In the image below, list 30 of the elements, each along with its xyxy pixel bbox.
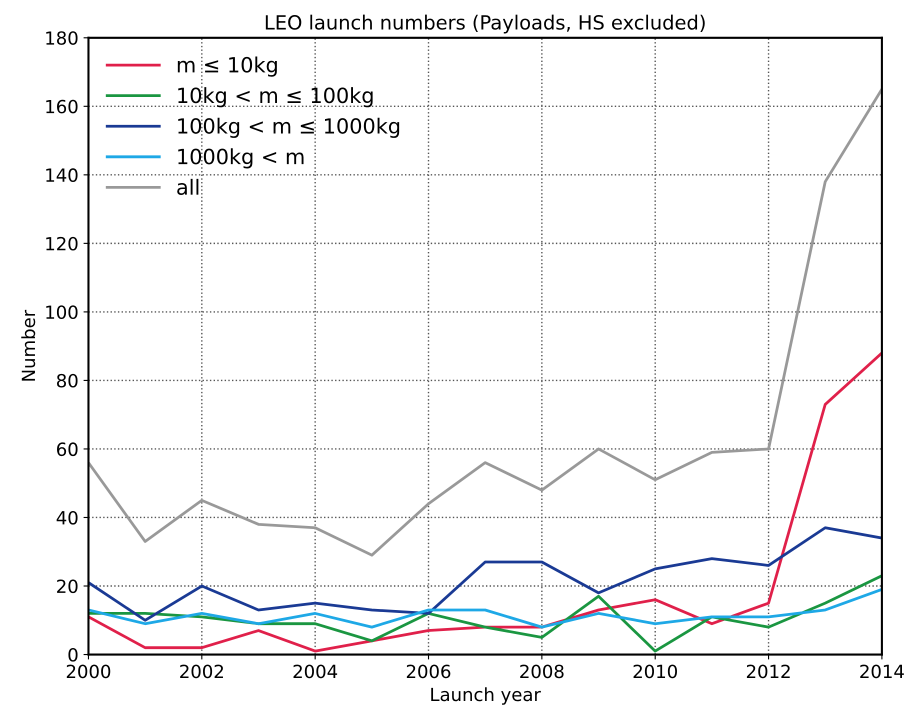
y-tick-label: 160 xyxy=(46,100,78,114)
y-tick-label: 120 xyxy=(46,236,78,250)
x-tick-label: 2010 xyxy=(634,664,677,678)
x-axis-title: Launch year xyxy=(431,687,541,705)
y-tick-label: 80 xyxy=(56,374,78,388)
x-tick-label: 2012 xyxy=(746,664,790,678)
x-tick-label: 2006 xyxy=(406,664,450,678)
y-tick-label: 180 xyxy=(46,31,78,45)
line-series xyxy=(88,526,882,622)
y-tick-label: 100 xyxy=(46,305,78,320)
x-tick-label: 2000 xyxy=(66,664,110,678)
legend-label: 100kg < m ≤ 1000kg xyxy=(178,118,400,138)
chart-title: LEO launch numbers (Payloads, HS excluded) xyxy=(266,14,705,34)
x-tick-label: 2004 xyxy=(294,664,338,678)
x-tick-label: 2014 xyxy=(860,664,904,678)
legend-label: all xyxy=(177,178,198,195)
y-tick-label: 40 xyxy=(56,510,78,525)
legend-label: 10kg < m ≤ 100kg xyxy=(178,87,373,108)
line-series xyxy=(88,352,882,652)
y-axis-title: Number xyxy=(21,310,36,381)
y-tick-label: 20 xyxy=(57,579,78,594)
legend-label: m ≤ 10kg xyxy=(178,56,277,77)
y-tick-label: 60 xyxy=(57,442,78,456)
x-tick-label: 2008 xyxy=(520,664,564,678)
legend-label: 1000kg < m xyxy=(178,148,304,168)
y-tick-label: 0 xyxy=(68,648,78,662)
x-tick-label: 2002 xyxy=(180,664,223,678)
line-series xyxy=(88,88,882,557)
y-tick-label: 140 xyxy=(46,168,78,182)
line-series xyxy=(88,588,882,629)
